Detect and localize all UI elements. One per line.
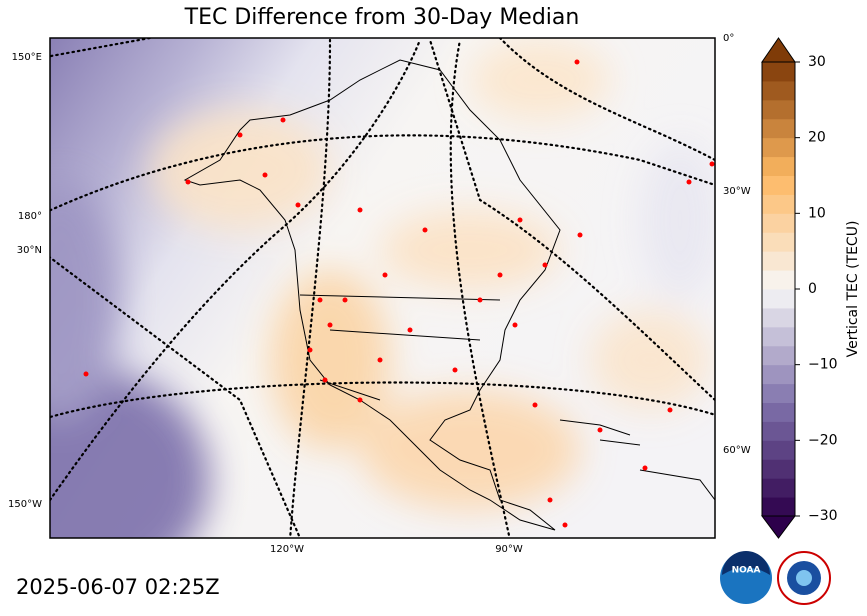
colorbar-bin <box>762 421 795 441</box>
colorbar-bin <box>762 307 795 328</box>
colorbar-tick-label: −10 <box>808 357 838 373</box>
colorbar-bin <box>762 383 795 403</box>
colorbar-tick-label: 30 <box>808 54 826 70</box>
title: TEC Difference from 30-Day Median <box>184 5 580 30</box>
colorbar-bin <box>762 137 795 158</box>
colorbar-bin <box>762 270 795 290</box>
stations <box>83 59 715 528</box>
colorbar-bin <box>762 80 795 101</box>
colorbar-extend-top <box>761 37 796 63</box>
nws-logo <box>777 551 831 605</box>
colorbar-tick-label: 20 <box>808 130 826 146</box>
colorbar-bin <box>762 194 795 214</box>
graticule-label: 0° <box>723 33 734 44</box>
graticule-label: 150°E <box>12 52 42 63</box>
colorbar-bin <box>762 251 795 271</box>
colorbar-bin <box>762 345 795 366</box>
colorbar-bin <box>762 99 795 120</box>
colorbar-bin <box>762 459 795 479</box>
colorbar-extend-bottom <box>761 515 796 539</box>
colorbar-bin <box>762 440 795 460</box>
map <box>50 38 715 538</box>
colorbar-bin <box>762 156 795 176</box>
colorbar-bin <box>762 497 795 517</box>
svg-text:NOAA: NOAA <box>732 566 761 576</box>
timestamp: 2025-06-07 02:25Z <box>16 575 220 599</box>
colorbar: 30 20 10 0 −10 −20 −30 <box>761 37 838 539</box>
map-frame <box>49 37 716 539</box>
colorbar-bin <box>762 289 795 309</box>
graticule-label: 90°W <box>495 544 523 555</box>
graticule-label: 180° <box>18 211 42 222</box>
colorbar-label: Vertical TEC (TECU) <box>845 221 861 358</box>
graticule-label: 30°W <box>723 186 751 197</box>
graticule-label: 30°N <box>17 245 42 256</box>
colorbar-bin <box>762 213 795 233</box>
noaa-logo: NOAA <box>720 551 772 604</box>
graticule-label: 120°W <box>270 544 304 555</box>
colorbar-bin <box>762 62 795 82</box>
colorbar-bin <box>762 232 795 252</box>
colorbar-bin <box>762 118 795 139</box>
colorbar-bin <box>762 478 795 498</box>
graticule-label: 60°W <box>723 445 751 456</box>
graticule-label: 150°W <box>8 499 42 510</box>
colorbar-bin <box>762 175 795 195</box>
colorbar-tick-label: −30 <box>808 508 838 524</box>
colorbar-tick-label: 10 <box>808 205 826 221</box>
colorbar-bin <box>762 326 795 347</box>
colorbar-bin <box>762 364 795 385</box>
colorbar-tick-label: 0 <box>808 281 817 297</box>
colorbar-tick-label: −20 <box>808 432 838 448</box>
colorbar-bin <box>762 402 795 422</box>
